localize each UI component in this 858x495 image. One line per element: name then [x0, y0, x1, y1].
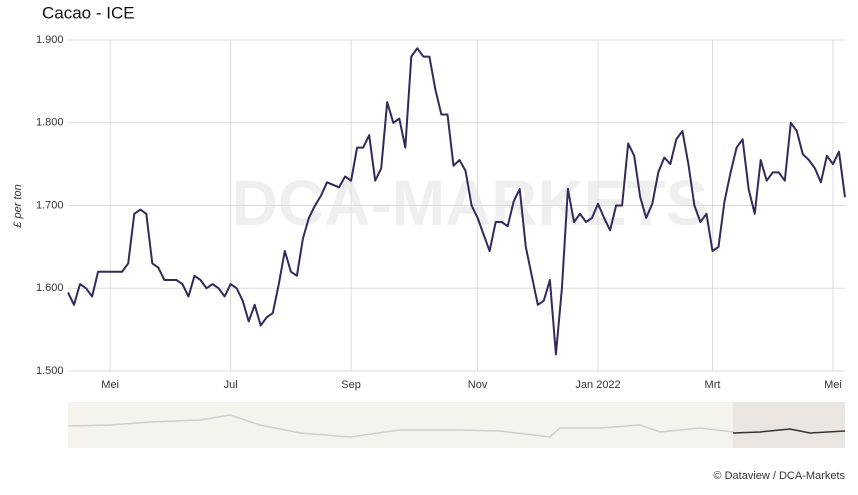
- y-tick-label: 1.500: [36, 365, 64, 377]
- price-line: [67, 47, 846, 356]
- x-tick-label: Nov: [468, 379, 488, 391]
- navigator-background: [68, 402, 845, 448]
- navigator-line-selected: [732, 428, 846, 434]
- credit: © Dataview / DCA-Markets: [713, 470, 845, 482]
- y-tick-label: 1.900: [36, 34, 64, 46]
- navigator-selection[interactable]: [733, 402, 845, 448]
- x-tick-label: Mei: [824, 379, 842, 391]
- watermark: DCA-MARKETS: [232, 167, 708, 239]
- x-tick-label: Jan 2022: [575, 379, 620, 391]
- navigator-line: [67, 414, 734, 438]
- x-tick-label: Jul: [224, 379, 238, 391]
- x-tick-label: Sep: [341, 379, 361, 391]
- navigator[interactable]: [67, 402, 846, 448]
- y-tick-label: 1.600: [36, 282, 64, 294]
- x-tick-label: Mei: [101, 379, 119, 391]
- x-tick-label: Mrt: [705, 379, 721, 391]
- y-axis-label: £ per ton: [12, 184, 24, 228]
- y-tick-label: 1.700: [36, 199, 64, 211]
- y-tick-label: 1.800: [36, 117, 64, 129]
- chart-title: Cacao - ICE: [42, 3, 135, 22]
